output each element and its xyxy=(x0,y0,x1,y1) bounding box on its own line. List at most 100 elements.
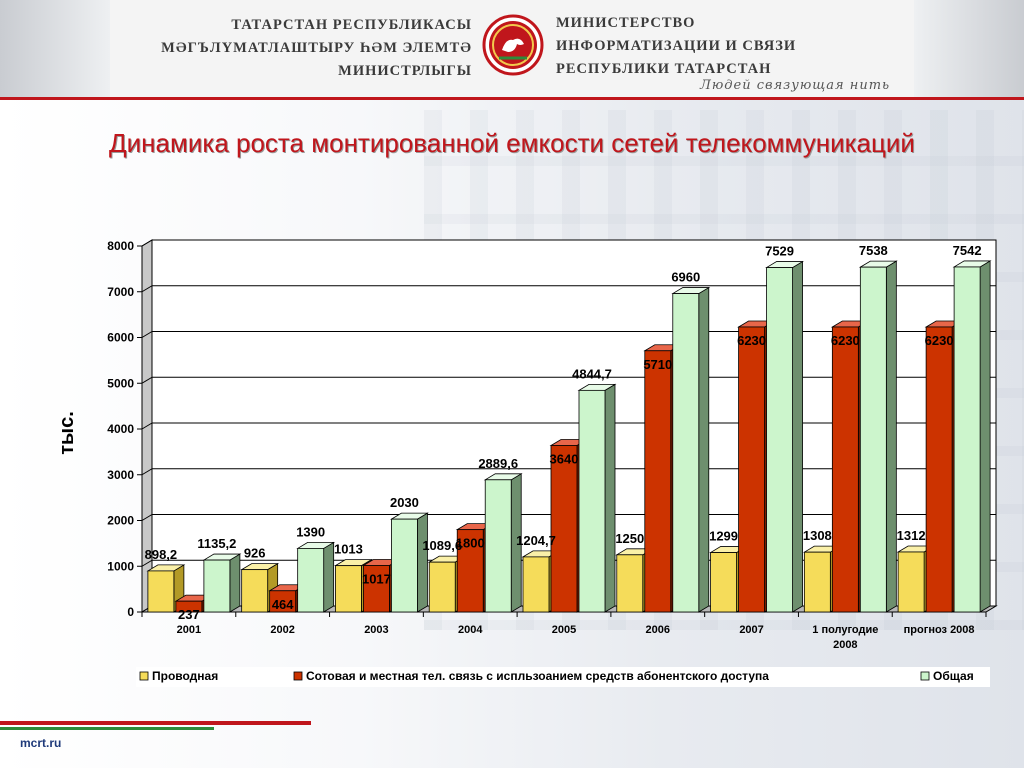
bar xyxy=(738,326,765,613)
x-tick-label: 2007 xyxy=(739,624,763,636)
bar-side xyxy=(604,383,616,613)
header: ТАТАРСТАН РЕСПУБЛИКАСЫ МӘГЪЛҮМАТЛАШТЫРУ … xyxy=(0,0,1024,100)
bar xyxy=(644,350,672,613)
y-tick-label: 2000 xyxy=(107,514,134,528)
ministry-name-russian-line: ИНФОРМАТИЗАЦИИ И СВЯЗИ xyxy=(556,38,797,54)
ministry-name-russian: МИНИСТЕРСТВО ИНФОРМАТИЗАЦИИ И СВЯЗИ РЕСП… xyxy=(556,12,856,81)
header-photo-left xyxy=(0,0,110,100)
bar-chart: 0 1000 2000 3000 4000 5000 6000 7000 8000 2001 200… xyxy=(107,239,998,687)
y-tick-label: 3000 xyxy=(107,468,134,482)
ministry-name-tatar-line: МӘГЪЛҮМАТЛАШТЫРУ ҺӘМ ЭЛЕМТӘ xyxy=(161,40,472,56)
data-label: 1017 xyxy=(362,571,391,586)
bar xyxy=(391,518,418,613)
bar xyxy=(522,556,550,613)
data-label: 5710 xyxy=(643,357,672,372)
ministry-name-russian-line: МИНИСТЕРСТВО xyxy=(556,15,696,31)
data-label: 7529 xyxy=(765,244,794,259)
grid-line-depth xyxy=(141,422,153,430)
bar xyxy=(550,445,578,613)
chart-title: Динамика роста монтированной емкости сет… xyxy=(109,128,915,158)
bar xyxy=(175,600,203,613)
bar xyxy=(803,551,831,613)
header-photo-right xyxy=(914,0,1024,100)
y-tick-label: 8000 xyxy=(107,239,134,253)
data-label: 1013 xyxy=(334,542,363,557)
data-label: 1308 xyxy=(803,528,832,543)
x-tick-label: 1 полугодие 2008 xyxy=(812,624,878,651)
data-label: 1250 xyxy=(615,531,644,546)
bar xyxy=(147,570,175,613)
bar xyxy=(616,554,644,613)
legend-box xyxy=(136,667,990,687)
bar xyxy=(859,266,887,613)
legend-label: Проводная xyxy=(152,669,218,683)
y-tick-label: 6000 xyxy=(107,331,134,345)
y-tick-label: 7000 xyxy=(107,285,134,299)
bar-side xyxy=(323,541,335,613)
bar xyxy=(484,479,512,613)
ministry-name-russian-line: РЕСПУБЛИКИ ТАТАРСТАН xyxy=(556,61,772,77)
footer-url: mcrt.ru xyxy=(20,736,62,750)
data-label: 6230 xyxy=(737,333,766,348)
grid-line-depth xyxy=(141,376,153,384)
data-label: 1204,7 xyxy=(516,533,556,548)
bar-side xyxy=(698,286,710,613)
bar xyxy=(710,552,737,613)
legend-swatch xyxy=(139,671,149,681)
x-tick-label: 2005 xyxy=(552,624,576,636)
bar xyxy=(897,551,925,613)
y-tick-label: 5000 xyxy=(107,376,134,390)
bar xyxy=(766,267,793,613)
bar-side xyxy=(229,553,241,613)
bar xyxy=(428,561,456,613)
data-label: 464 xyxy=(272,597,294,612)
x-tick-label: 2006 xyxy=(646,624,670,636)
data-label: 2030 xyxy=(390,495,419,510)
data-label: 1390 xyxy=(296,524,325,539)
bar xyxy=(363,565,390,613)
footer-red-line xyxy=(0,721,311,725)
data-label: 1800 xyxy=(456,536,485,551)
data-label: 1135,2 xyxy=(197,536,236,551)
x-tick-label: 2001 xyxy=(177,624,201,636)
bar xyxy=(456,529,484,613)
bar-side xyxy=(417,512,428,613)
bar xyxy=(925,326,953,613)
grid-line-depth xyxy=(141,468,153,476)
data-label: 7542 xyxy=(953,243,982,258)
y-tick-label: 0 xyxy=(127,605,134,619)
data-label: 3640 xyxy=(550,451,579,466)
y-tick-label: 4000 xyxy=(107,422,134,436)
data-label: 1312 xyxy=(897,528,926,543)
data-label: 926 xyxy=(244,546,266,561)
data-label: 6960 xyxy=(671,270,700,285)
data-label: 2889,6 xyxy=(478,456,518,471)
grid-line-depth xyxy=(141,331,153,338)
x-tick-label: 2003 xyxy=(364,624,388,636)
bar xyxy=(953,266,981,613)
bar xyxy=(672,293,700,613)
data-label: 6230 xyxy=(831,333,860,348)
bar xyxy=(578,389,606,613)
x-tick-label: 2004 xyxy=(458,624,483,636)
data-label: 1089,6 xyxy=(422,538,462,553)
x-tick-label: 2002 xyxy=(270,624,294,636)
tatarstan-emblem-icon xyxy=(482,14,544,76)
bar-side xyxy=(885,260,897,613)
bar xyxy=(335,565,362,613)
data-label: 7538 xyxy=(859,243,888,258)
bar xyxy=(203,559,231,613)
grid-line-depth xyxy=(141,559,153,567)
grid-line-depth xyxy=(141,239,153,247)
bar xyxy=(269,590,297,613)
legend-swatch xyxy=(293,671,303,681)
x-tick-label: прогноз 2008 xyxy=(904,624,975,636)
ministry-name-tatar-line: ТАТАРСТАН РЕСПУБЛИКАСЫ xyxy=(231,17,472,33)
header-divider xyxy=(0,97,1024,100)
data-label: 898,2 xyxy=(145,547,178,562)
slogan: Людей связующая нить xyxy=(700,78,891,93)
bar xyxy=(241,569,269,613)
legend-swatch xyxy=(920,671,930,681)
data-label: 4844,7 xyxy=(572,366,612,381)
footer-green-line xyxy=(0,727,214,730)
